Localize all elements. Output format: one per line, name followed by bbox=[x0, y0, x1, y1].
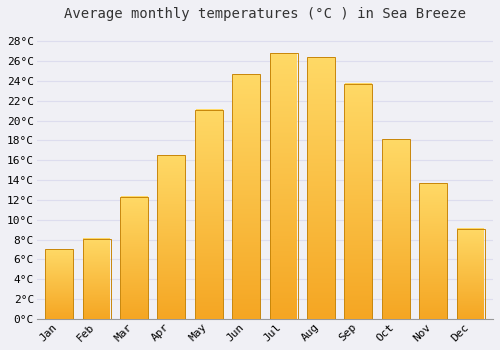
Bar bbox=[232, 74, 260, 319]
Bar bbox=[270, 53, 297, 319]
Bar bbox=[195, 110, 223, 319]
Bar bbox=[158, 155, 186, 319]
Bar bbox=[45, 250, 73, 319]
Bar bbox=[456, 229, 484, 319]
Title: Average monthly temperatures (°C ) in Sea Breeze: Average monthly temperatures (°C ) in Se… bbox=[64, 7, 466, 21]
Bar bbox=[382, 139, 410, 319]
Bar bbox=[419, 183, 447, 319]
Bar bbox=[307, 57, 335, 319]
Bar bbox=[120, 197, 148, 319]
Bar bbox=[82, 239, 110, 319]
Bar bbox=[344, 84, 372, 319]
